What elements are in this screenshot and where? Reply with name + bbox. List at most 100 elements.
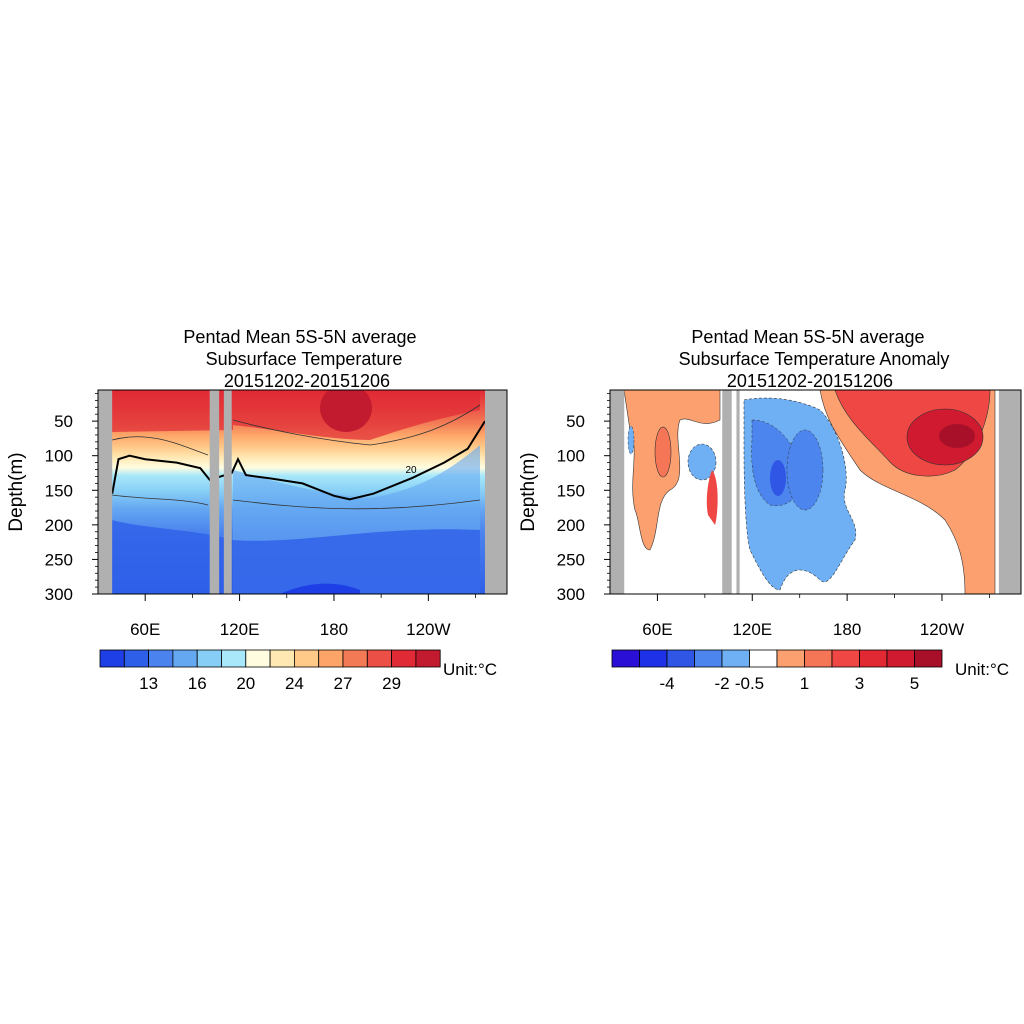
temperature-unit-label: Unit:°C — [443, 660, 497, 679]
colorbar-label: -2 — [714, 674, 729, 693]
colorbar-box — [804, 649, 833, 668]
warm-core — [320, 390, 372, 432]
west-warm-anomaly — [623, 390, 721, 551]
temperature-title-line-1: Pentad Mean 5S-5N average — [183, 327, 416, 347]
x-tick-label: 60E — [642, 620, 672, 639]
colorbar-label: 29 — [382, 674, 401, 693]
anomaly-unit-label: Unit:°C — [955, 660, 1009, 679]
colorbar-box — [366, 649, 392, 668]
x-tick-label: 60E — [130, 620, 160, 639]
anomaly-axes: 50 100 150 200 250 300 60E 120E 180 120W — [557, 393, 990, 639]
colorbar-label: -0.5 — [735, 674, 764, 693]
y-tick-label: 100 — [557, 447, 585, 466]
colorbar-box — [831, 649, 860, 668]
colorbar-box — [611, 649, 640, 668]
colorbar-box — [342, 649, 368, 668]
y-tick-label: 300 — [557, 585, 585, 604]
anomaly-title-line-1: Pentad Mean 5S-5N average — [691, 327, 924, 347]
anomaly-field — [610, 390, 1021, 594]
colorbar-box — [148, 649, 174, 668]
colorbar-box — [859, 649, 888, 668]
central-cool-max — [770, 460, 786, 496]
y-tick-label: 200 — [45, 516, 73, 535]
deep-cold-layer — [112, 520, 480, 594]
land-band-0 — [610, 390, 625, 594]
colorbar-box — [318, 649, 344, 668]
x-tick-label: 120W — [920, 620, 964, 639]
land-band-3 — [998, 390, 1021, 594]
colorbar-box — [639, 649, 668, 668]
land-band-2 — [223, 390, 232, 594]
y-tick-label: 150 — [45, 481, 73, 500]
colorbar-label: 27 — [334, 674, 353, 693]
colorbar-box — [99, 649, 125, 668]
colorbar-box — [886, 649, 915, 668]
lower-contour-line — [111, 494, 481, 510]
upper-contour-line — [111, 404, 481, 456]
land-band-1 — [209, 390, 220, 594]
y-tick-label: 250 — [557, 550, 585, 569]
anomaly-panel: Pentad Mean 5S-5N average Subsurface Tem… — [518, 327, 1022, 693]
east-warm-max — [939, 424, 975, 448]
land-band-1 — [722, 390, 732, 594]
y-tick-label: 300 — [45, 585, 73, 604]
y-tick-label: 150 — [557, 481, 585, 500]
y-tick-label: 200 — [557, 516, 585, 535]
colorbar-box — [391, 649, 417, 668]
colorbar-label: 16 — [188, 674, 207, 693]
far-west-cool-spot — [627, 425, 635, 455]
colorbar-box — [269, 649, 295, 668]
temperature-y-axis-label: Depth(m) — [6, 452, 27, 531]
west-warm-core — [654, 426, 672, 478]
land-band-3 — [484, 390, 507, 594]
anomaly-colorbar: -4 -2 -0.5 1 3 5 — [611, 649, 943, 693]
x-tick-label: 180 — [320, 620, 348, 639]
colorbar-label: 3 — [855, 674, 864, 693]
temperature-title-line-2: Subsurface Temperature — [206, 349, 403, 369]
colorbar-box — [721, 649, 750, 668]
isotherm-20c-label: 20 — [405, 465, 417, 476]
colorbar-label: 13 — [139, 674, 158, 693]
land-band-2 — [736, 390, 740, 594]
colorbar-box — [123, 649, 150, 668]
y-tick-label: 100 — [45, 447, 73, 466]
colorbar-box — [914, 649, 943, 668]
colorbar-box — [245, 649, 271, 668]
temperature-plot-frame — [97, 389, 508, 595]
x-tick-label: 180 — [833, 620, 861, 639]
y-tick-label: 50 — [566, 412, 585, 431]
colorbar-box — [172, 649, 198, 668]
colorbar-label: 5 — [910, 674, 919, 693]
colorbar-label: 20 — [236, 674, 255, 693]
anomaly-title-line-3: 20151202-20151206 — [727, 371, 893, 391]
colorbar-label: -4 — [659, 674, 674, 693]
isotherm-20c-line — [111, 420, 486, 501]
temperature-panel: Pentad Mean 5S-5N average Subsurface Tem… — [6, 327, 508, 693]
warm-pool-surface — [112, 390, 480, 440]
maritime-warm-spot — [706, 470, 718, 525]
colorbar-box — [293, 649, 320, 668]
west-cool-anomaly — [687, 443, 717, 481]
deepest-cold-patch — [280, 583, 360, 594]
anomaly-plot-frame — [609, 389, 1022, 595]
x-tick-label: 120W — [406, 620, 450, 639]
temperature-axes: 50 100 150 200 250 300 60E 120E 180 120W — [45, 393, 476, 639]
colorbar-box — [415, 649, 441, 668]
colorbar-label: 1 — [800, 674, 809, 693]
colorbar-box — [196, 649, 222, 668]
colorbar-label: 24 — [285, 674, 304, 693]
temperature-field — [98, 390, 507, 594]
land-mask — [98, 390, 507, 594]
anomaly-title-line-2: Subsurface Temperature Anomaly — [679, 349, 950, 369]
colorbar-box — [749, 649, 778, 668]
land-band-0 — [98, 390, 113, 594]
x-tick-label: 120E — [220, 620, 260, 639]
colorbar-box — [221, 649, 247, 668]
y-tick-label: 250 — [45, 550, 73, 569]
central-cool-core-2 — [786, 429, 824, 511]
temperature-title-line-3: 20151202-20151206 — [224, 371, 390, 391]
land-mask — [610, 390, 1021, 594]
colorbar-box — [666, 649, 695, 668]
temperature-colorbar: 13 16 20 24 27 29 — [99, 649, 441, 693]
